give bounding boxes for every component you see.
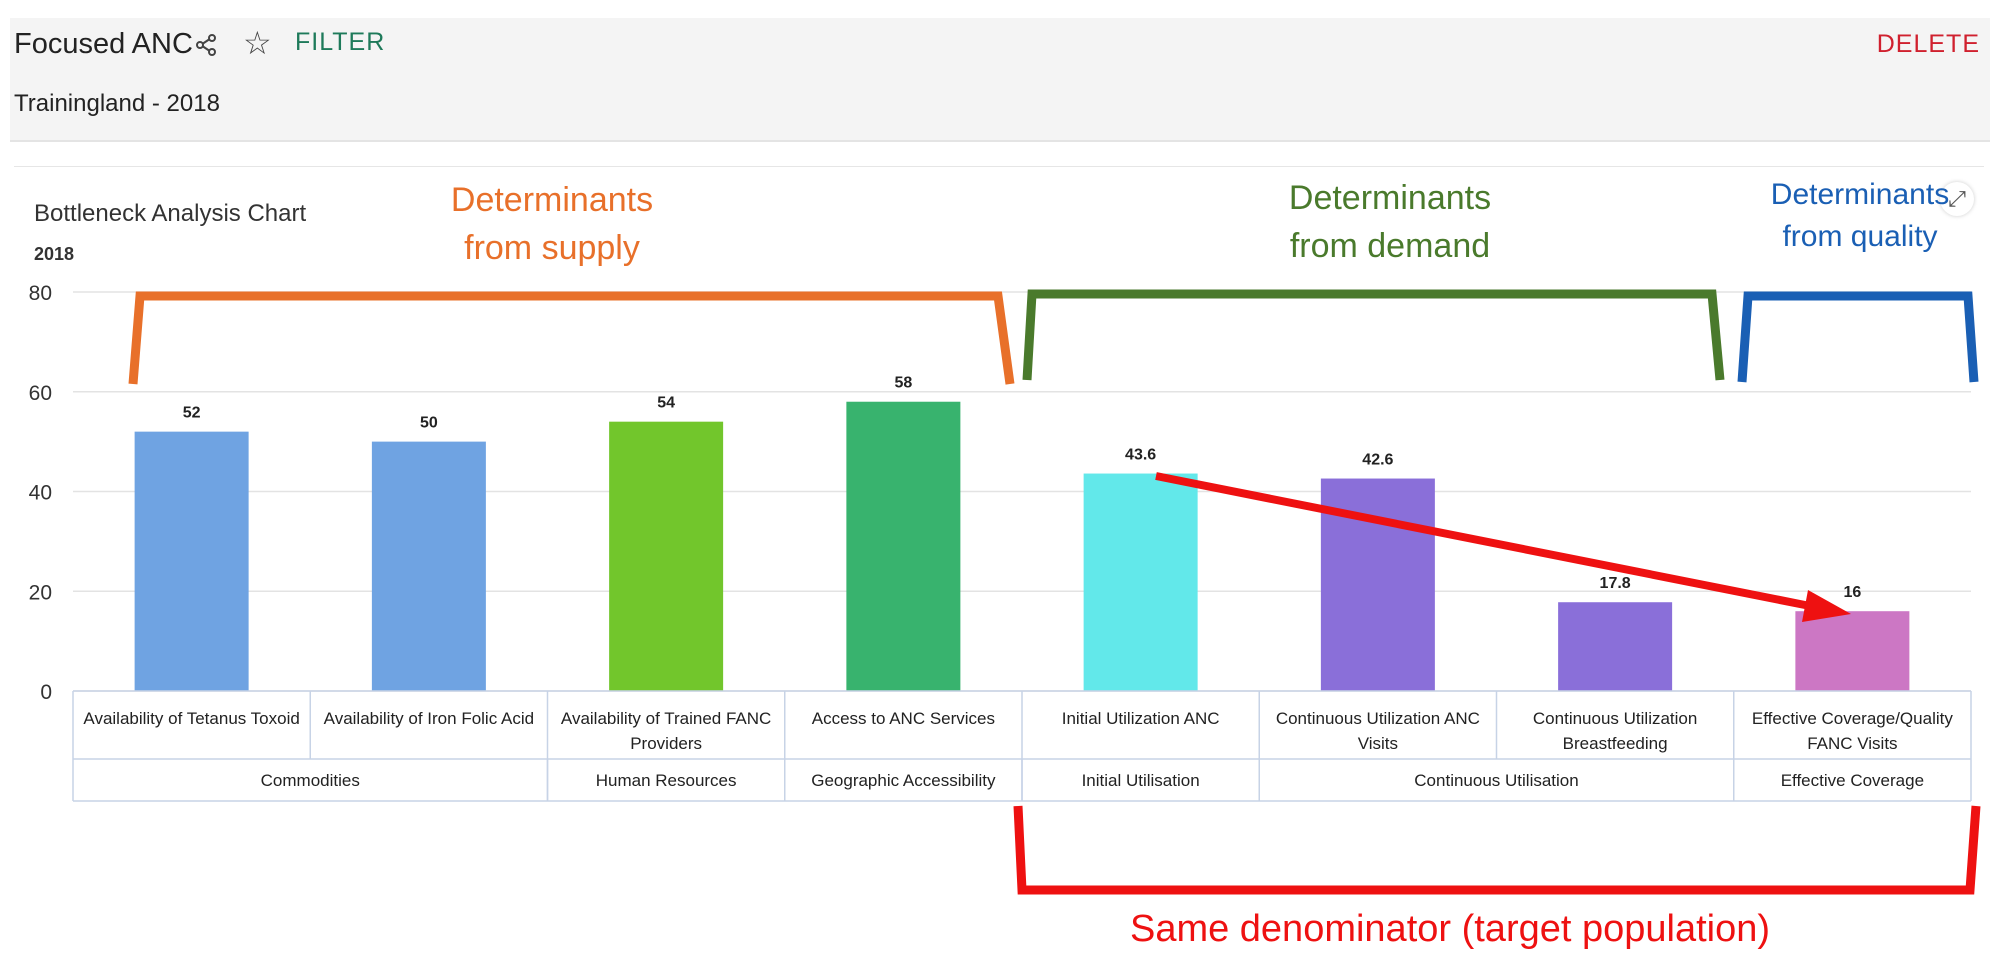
chart-subtitle: 2018: [34, 244, 75, 264]
category-label: Continuous Utilization Breastfeeding: [1533, 709, 1697, 753]
bar-value-label: 58: [894, 375, 912, 392]
group-label: Commodities: [261, 771, 360, 790]
bar: [846, 401, 961, 691]
bar-value-label: 17.8: [1600, 575, 1631, 592]
denominator-annotation: Same denominator (target population): [1129, 908, 1771, 950]
dashboard-title: Focused ANC: [14, 28, 193, 60]
category-label: Effective Coverage/Quality FANC Visits: [1752, 709, 1953, 753]
group-label: Effective Coverage: [1781, 771, 1924, 790]
category-label: Availability of Tetanus Toxoid: [83, 709, 299, 728]
bars: 52 50 54 58 43.6 42.6 17.8 16: [134, 375, 1910, 691]
group-label: Continuous Utilisation: [1414, 771, 1578, 790]
arrow-head: [1802, 590, 1851, 622]
dashboard-header: Focused ANC ☆ FILTER DELETE Trainingland…: [10, 18, 1990, 142]
denominator-bracket: [1013, 805, 1981, 895]
quality-annotation: Determinants from quality: [1770, 178, 1950, 253]
bar-value-label: 43.6: [1125, 447, 1156, 464]
bar-value-label: 52: [183, 405, 201, 422]
y-tick-label: 0: [40, 681, 52, 704]
annotation-brackets: [128, 289, 1981, 895]
category-label: Access to ANC Services: [812, 709, 995, 728]
bar-value-label: 16: [1843, 584, 1861, 601]
chart-card: [14, 166, 1984, 815]
bar: [1795, 611, 1910, 691]
share-icon[interactable]: [195, 34, 217, 56]
bar: [371, 441, 486, 691]
demand-annotation: Determinants from demand: [1288, 179, 1492, 265]
delete-button[interactable]: DELETE: [1876, 30, 1980, 58]
filter-button[interactable]: FILTER: [295, 28, 386, 56]
trend-arrow: [1155, 472, 1851, 622]
y-tick-label: 60: [29, 382, 52, 405]
y-tick-label: 40: [29, 482, 52, 505]
star-icon[interactable]: ☆: [243, 25, 272, 61]
dashboard-subtitle: Trainingland - 2018: [14, 90, 220, 117]
category-label: Continuous Utilization ANC Visits: [1276, 709, 1480, 753]
supply-annotation: Determinants from supply: [450, 181, 654, 267]
demand-bracket: [1022, 289, 1725, 381]
quality-bracket: [1737, 291, 1979, 383]
group-label: Geographic Accessibility: [811, 771, 996, 790]
category-label: Initial Utilization ANC: [1062, 709, 1220, 728]
category-table: Availability of Tetanus Toxoid Availabili…: [72, 690, 1972, 802]
y-tick-label: 80: [29, 282, 52, 305]
bar: [1083, 473, 1198, 691]
bar: [134, 431, 249, 691]
expand-icon[interactable]: ⤢: [1940, 182, 1974, 216]
supply-bracket: [128, 291, 1015, 385]
y-tick-label: 20: [29, 581, 52, 604]
bar: [609, 421, 724, 691]
gridlines: 0 20 40 60 80: [29, 282, 1971, 704]
group-label: Human Resources: [596, 771, 737, 790]
category-label: Availability of Iron Folic Acid: [324, 709, 534, 728]
chart-title: Bottleneck Analysis Chart: [34, 200, 307, 227]
bar-value-label: 54: [657, 395, 675, 412]
bar: [1558, 602, 1673, 691]
category-label: Availability of Trained FANC Providers: [561, 709, 771, 753]
group-label: Initial Utilisation: [1082, 771, 1200, 790]
bar-value-label: 42.6: [1362, 452, 1393, 469]
bar-value-label: 50: [420, 415, 438, 432]
